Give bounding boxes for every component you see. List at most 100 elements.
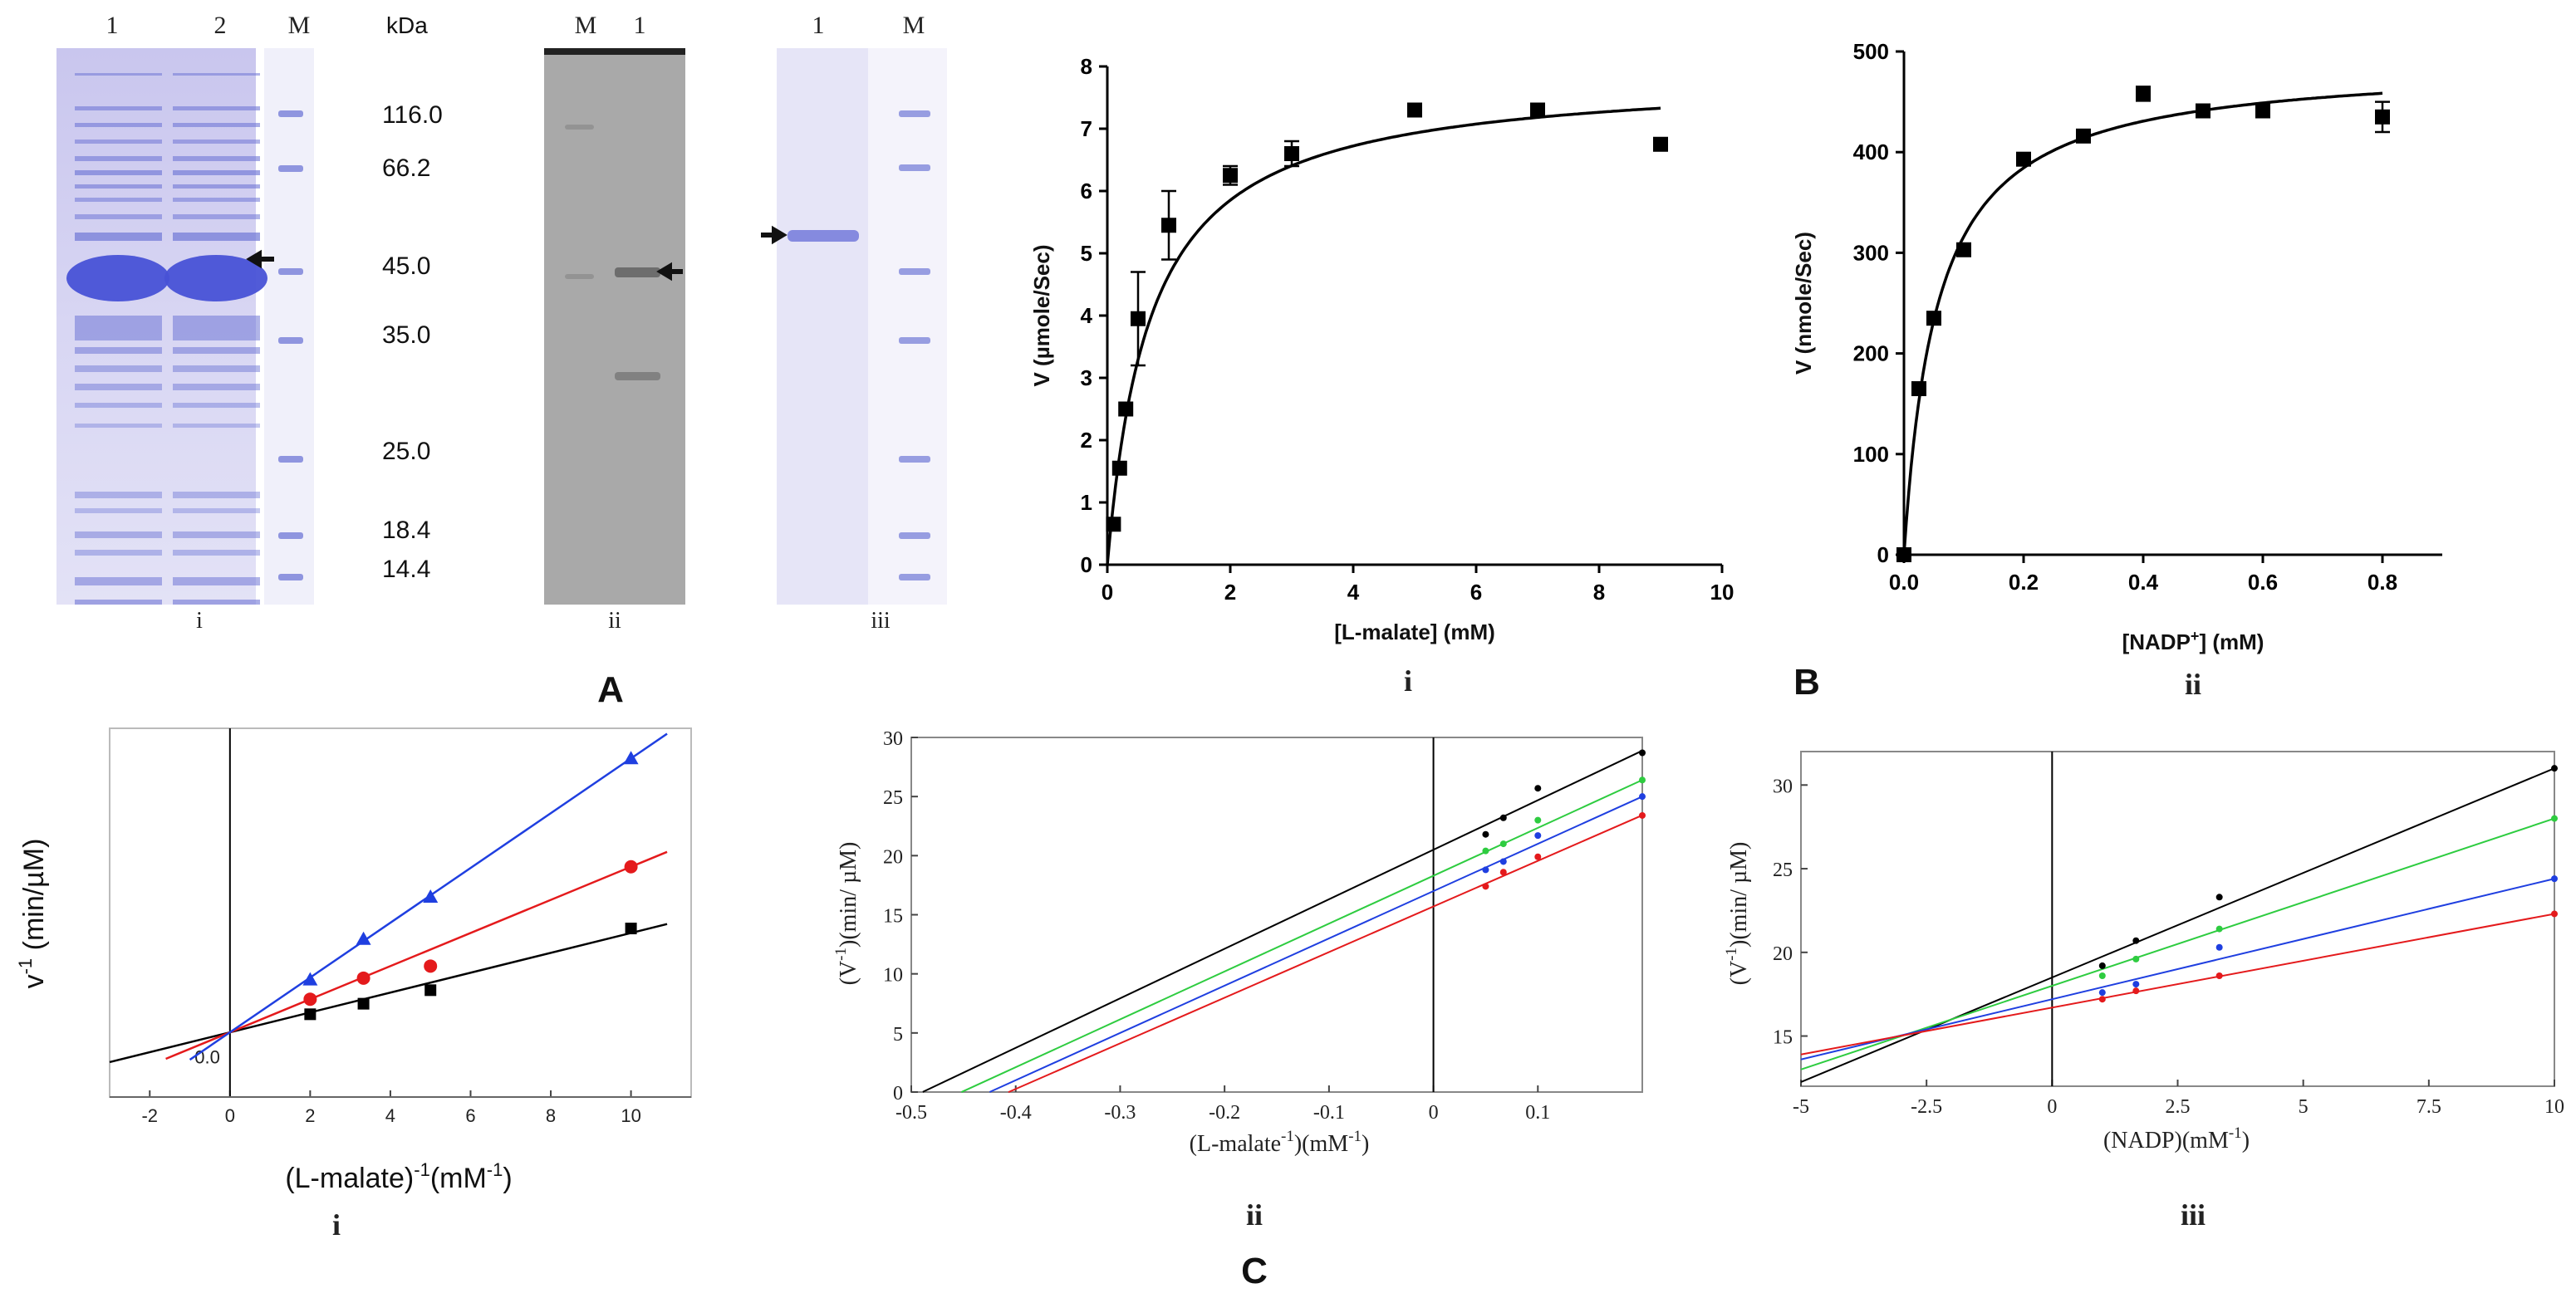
gel-1-marker-band — [278, 165, 303, 172]
marker-25: 25.0 — [382, 438, 430, 465]
data-point-red — [1482, 883, 1489, 890]
gel-1-band — [75, 198, 162, 202]
chart-c-i-xlabel: (L-malate)-1(mM-1) — [285, 1159, 512, 1194]
data-point-green — [1499, 840, 1507, 848]
gel-1-band — [75, 316, 162, 340]
data-point-blue — [356, 931, 371, 945]
gel-1-sublabel: i — [196, 608, 203, 634]
panel-letter-B: B — [1793, 662, 1820, 703]
data-point-green — [1639, 776, 1646, 784]
x-tick-label: 10 — [1710, 580, 1735, 605]
marker-45: 45.0 — [382, 252, 430, 280]
y-tick-label: 30 — [1773, 776, 1793, 797]
data-point-red — [1534, 853, 1542, 860]
chart-b-ii-fit-curve — [1902, 91, 2383, 556]
x-tick-label: 10 — [2544, 1096, 2564, 1118]
gel-1-band — [173, 106, 260, 110]
data-point-blue — [1499, 858, 1507, 865]
marker-66: 66.2 — [382, 154, 430, 182]
y-tick-label: 10 — [883, 965, 903, 987]
chart-b-ii-ticks: 0.0 0.2 0.4 0.6 0.8 0 100 200 300 400 500 — [1853, 39, 2397, 595]
chart-c-iii-axes: -5 -2.5 0 2.5 5 7.5 10 15 20 25 30 — [1773, 752, 2564, 1118]
chart-c-ii-frame — [910, 737, 1643, 1093]
chart-c-ii-sublabel: ii — [1246, 1198, 1263, 1232]
gel-3-marker-band — [899, 456, 930, 463]
gel-3-marker-band — [899, 268, 930, 275]
y-tick-label: 2 — [1081, 428, 1092, 453]
data-point-blue — [423, 889, 439, 903]
data-point — [1111, 460, 1127, 476]
x-tick-label: 2.5 — [2166, 1096, 2191, 1118]
gel-3: 1 M iii — [761, 12, 947, 634]
gel-1-band — [173, 123, 260, 127]
gel-1-band — [173, 184, 260, 189]
data-point-black — [1639, 749, 1646, 757]
gel-1-band — [173, 508, 260, 513]
gel-1-band — [173, 424, 260, 428]
gel-1-band — [173, 365, 260, 372]
marker-18: 18.4 — [382, 517, 430, 544]
chart-c-ii-xlabel: (L-malate-1)(mM-1) — [1190, 1128, 1370, 1157]
gel-1-band — [173, 531, 260, 538]
x-tick-label: 8 — [546, 1105, 556, 1126]
marker-14: 14.4 — [382, 556, 430, 583]
data-point-red — [303, 992, 317, 1007]
chart-c-iii-xlabel: (NADP)(mM-1) — [2103, 1124, 2250, 1154]
panel-letter-A: A — [597, 669, 624, 710]
chart-c-ii-points — [1482, 749, 1646, 890]
gel-1-band — [173, 492, 260, 498]
gel-2-arrow — [656, 262, 683, 282]
y-tick-label: 500 — [1853, 39, 1889, 64]
chart-c-i-axes: -2 0 2 4 6 8 10 0.0 — [110, 728, 691, 1126]
gel-1-band — [75, 550, 162, 556]
gel-1-band — [75, 577, 162, 585]
data-point-blue — [2132, 981, 2140, 988]
gel-1-marker-lane-background — [264, 48, 314, 605]
gel-1-lane-label-2: 2 — [214, 12, 227, 39]
x-tick-label: 0.1 — [1525, 1102, 1550, 1124]
gel-1-band — [173, 140, 260, 144]
gel-3-band — [788, 230, 859, 242]
x-tick-label: 4 — [385, 1105, 395, 1126]
data-point — [2196, 103, 2210, 119]
gel-2-bands — [565, 125, 660, 380]
gel-3-arrow — [761, 225, 788, 245]
y-tick-label: 6 — [1081, 179, 1092, 203]
gel-1-band — [75, 508, 162, 513]
gel-2-lane-label-M: M — [575, 12, 597, 39]
x-tick-label: 5 — [2299, 1096, 2309, 1118]
data-point-blue — [1639, 793, 1646, 801]
gel-2-band — [615, 372, 660, 380]
x-tick-label: 2 — [1224, 580, 1236, 605]
x-tick-label: -0.1 — [1313, 1102, 1345, 1124]
gel-3-lane-label-M: M — [903, 12, 925, 39]
data-point — [2016, 151, 2031, 167]
gel-1-band — [75, 184, 162, 189]
data-point-blue — [2098, 989, 2106, 997]
data-point-red — [2132, 987, 2140, 995]
data-point — [2136, 86, 2151, 101]
data-point-black — [2098, 962, 2106, 969]
chart-c-i-lines — [109, 732, 668, 1064]
chart-b-ii-xlabel: [NADP+] (mM) — [2122, 628, 2264, 654]
data-point — [1407, 102, 1422, 118]
gel-1-band — [75, 531, 162, 538]
data-point-red — [2098, 996, 2106, 1003]
data-point-red — [356, 971, 370, 985]
gel-2-sublabel: ii — [608, 608, 621, 634]
fit-line-red — [1008, 814, 1643, 1094]
gel-2-band — [615, 267, 660, 277]
gel-1-band — [75, 403, 162, 408]
data-point-black — [1482, 830, 1489, 838]
gel-1-lane-label-M: M — [288, 12, 311, 39]
x-tick-label: 2 — [305, 1105, 315, 1126]
data-point — [1223, 168, 1238, 184]
x-tick-label: 7.5 — [2417, 1096, 2441, 1118]
y-tick-label: 5 — [1081, 241, 1092, 266]
y-tick-label: 25 — [1773, 860, 1793, 881]
x-tick-label: 0 — [2047, 1096, 2057, 1118]
chart-b-i-points — [1106, 102, 1668, 532]
x-tick-label: -0.2 — [1209, 1102, 1240, 1124]
data-point-black — [357, 997, 370, 1010]
